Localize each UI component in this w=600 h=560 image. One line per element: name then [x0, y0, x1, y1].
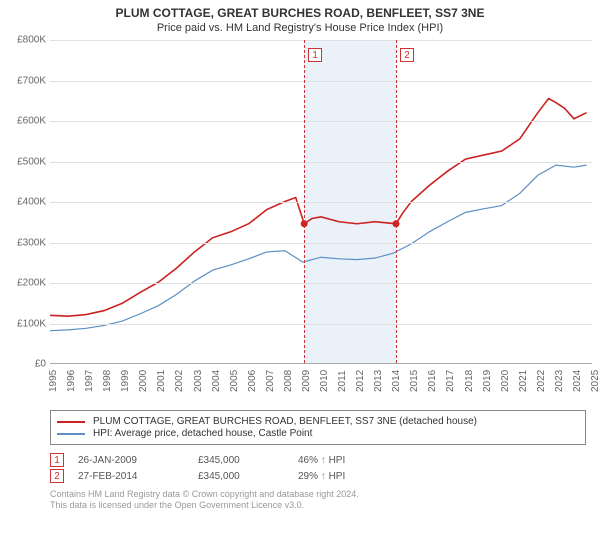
gridline [50, 243, 592, 244]
x-tick-label: 2013 [373, 370, 384, 392]
sale-date: 26-JAN-2009 [78, 455, 198, 466]
attribution-line: Contains HM Land Registry data © Crown c… [50, 489, 592, 500]
y-tick-label: £300K [17, 237, 46, 248]
legend-label: PLUM COTTAGE, GREAT BURCHES ROAD, BENFLE… [93, 416, 477, 427]
y-axis: £0£100K£200K£300K£400K£500K£600K£700K£80… [8, 40, 50, 364]
x-tick-label: 2014 [391, 370, 402, 392]
sale-index-box: 2 [50, 469, 64, 483]
gridline [50, 81, 592, 82]
sale-row: 2 27-FEB-2014£345,00029% ↑ HPI [50, 469, 592, 483]
sale-price: £345,000 [198, 455, 298, 466]
x-tick-label: 2021 [518, 370, 529, 392]
sale-diff: 46% ↑ HPI [298, 455, 418, 466]
attribution-text: Contains HM Land Registry data © Crown c… [50, 489, 592, 512]
x-tick-label: 2002 [174, 370, 185, 392]
x-tick-label: 2018 [464, 370, 475, 392]
arrow-up-icon: ↑ [321, 471, 326, 482]
x-tick-label: 2022 [536, 370, 547, 392]
arrow-up-icon: ↑ [321, 455, 326, 466]
legend-swatch [57, 421, 85, 423]
x-tick-label: 2004 [211, 370, 222, 392]
chart-legend: PLUM COTTAGE, GREAT BURCHES ROAD, BENFLE… [50, 410, 586, 445]
y-tick-label: £700K [17, 75, 46, 86]
price-chart: £0£100K£200K£300K£400K£500K£600K£700K£80… [8, 40, 592, 404]
gridline [50, 324, 592, 325]
sale-marker-line [396, 40, 397, 363]
gridline [50, 162, 592, 163]
x-tick-label: 2024 [572, 370, 583, 392]
x-tick-label: 2005 [229, 370, 240, 392]
page-subtitle: Price paid vs. HM Land Registry's House … [8, 22, 592, 34]
gridline [50, 283, 592, 284]
x-tick-label: 2006 [247, 370, 258, 392]
x-tick-label: 2000 [138, 370, 149, 392]
x-tick-label: 2023 [554, 370, 565, 392]
x-tick-label: 2001 [156, 370, 167, 392]
sale-marker-line [304, 40, 305, 363]
sale-marker-box: 2 [400, 48, 414, 62]
gridline [50, 121, 592, 122]
x-tick-label: 2025 [590, 370, 600, 392]
y-tick-label: £200K [17, 278, 46, 289]
x-tick-label: 2003 [193, 370, 204, 392]
x-tick-label: 1997 [84, 370, 95, 392]
plot-area: 12 [50, 40, 592, 364]
sale-marker-box: 1 [308, 48, 322, 62]
x-tick-label: 2007 [265, 370, 276, 392]
gridline [50, 40, 592, 41]
x-tick-label: 2009 [301, 370, 312, 392]
sale-row: 1 26-JAN-2009£345,00046% ↑ HPI [50, 453, 592, 467]
attribution-line: This data is licensed under the Open Gov… [50, 500, 592, 511]
x-tick-label: 2010 [319, 370, 330, 392]
x-tick-label: 1996 [66, 370, 77, 392]
sale-price: £345,000 [198, 471, 298, 482]
x-tick-label: 2016 [427, 370, 438, 392]
x-tick-label: 2012 [355, 370, 366, 392]
x-tick-label: 2020 [500, 370, 511, 392]
page-title: PLUM COTTAGE, GREAT BURCHES ROAD, BENFLE… [8, 6, 592, 20]
y-tick-label: £800K [17, 35, 46, 46]
sale-index-box: 1 [50, 453, 64, 467]
x-tick-label: 1998 [102, 370, 113, 392]
x-tick-label: 2019 [482, 370, 493, 392]
y-tick-label: £400K [17, 197, 46, 208]
x-tick-label: 1995 [48, 370, 59, 392]
y-tick-label: £500K [17, 156, 46, 167]
sales-table: 1 26-JAN-2009£345,00046% ↑ HPI 2 27-FEB-201… [50, 453, 592, 483]
y-tick-label: £0 [35, 359, 46, 370]
x-tick-label: 2011 [337, 370, 348, 392]
x-tick-label: 2015 [409, 370, 420, 392]
sale-date: 27-FEB-2014 [78, 471, 198, 482]
legend-swatch [57, 433, 85, 435]
legend-label: HPI: Average price, detached house, Cast… [93, 428, 312, 439]
sale-diff: 29% ↑ HPI [298, 471, 418, 482]
y-tick-label: £600K [17, 116, 46, 127]
x-axis: 1995 1996 1997 1998 1999 2000 2001 2002 2003 2004… [50, 364, 592, 404]
x-tick-label: 2017 [445, 370, 456, 392]
series-hpi [50, 165, 587, 331]
x-tick-label: 2008 [283, 370, 294, 392]
y-tick-label: £100K [17, 318, 46, 329]
legend-row: PLUM COTTAGE, GREAT BURCHES ROAD, BENFLE… [57, 416, 579, 427]
gridline [50, 202, 592, 203]
x-tick-label: 1999 [120, 370, 131, 392]
legend-row: HPI: Average price, detached house, Cast… [57, 428, 579, 439]
